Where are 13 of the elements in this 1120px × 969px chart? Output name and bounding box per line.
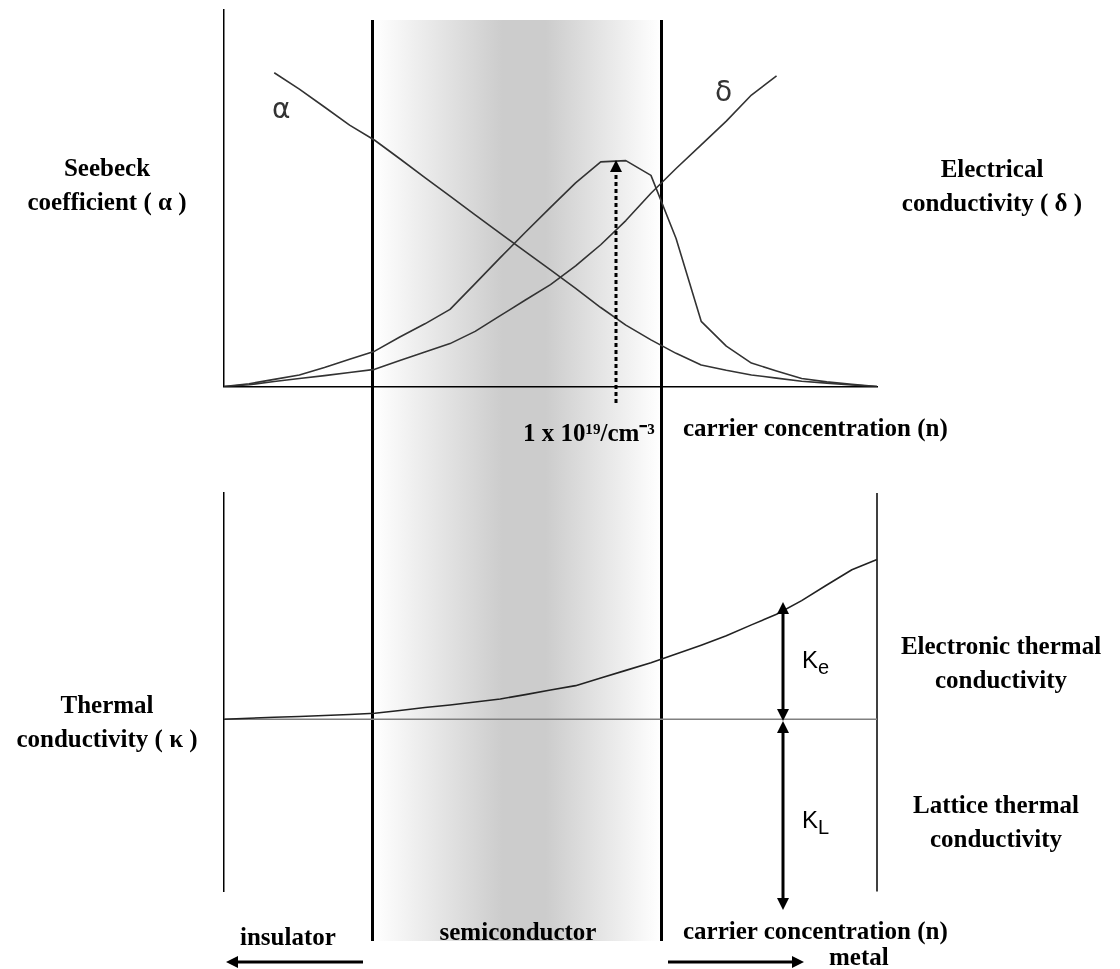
x-axis-title: carrier concentration (n) [683, 413, 948, 444]
y2-axis-title: Electrical conductivity ( δ ) [900, 154, 1084, 219]
text: 1 x 10¹⁹/cm⁻³ [523, 418, 655, 448]
annotation: K$_{e}$ [802, 645, 830, 680]
series-label: α [272, 92, 291, 126]
text: Electronic thermal conductivity [899, 631, 1103, 695]
y-axis-title: Thermal conductivity ( κ ) [15, 690, 199, 755]
text: insulator [240, 922, 336, 952]
series-label: δ [714, 75, 733, 109]
annotation: K$_{L}$ [802, 805, 830, 840]
y-axis-title: Seebeck coefficient ( α ) [26, 153, 188, 218]
text: Lattice thermal conductivity [912, 790, 1080, 854]
text: semiconductor [438, 917, 598, 947]
